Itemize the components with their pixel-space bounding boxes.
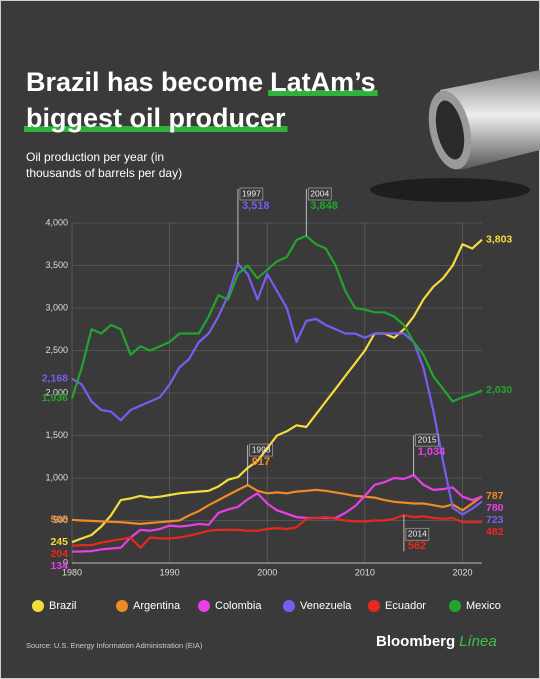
x-tick-label: 2000 [257,567,277,577]
title-highlight [268,90,378,96]
title: Brazil has become LatAm’s biggest oil prod… [24,67,378,133]
data-label: 787 [486,490,504,502]
legend-label: Venezuela [300,600,352,612]
title-highlight [24,126,288,132]
y-tick-label: 0 [63,557,68,567]
y-tick-label: 3,500 [45,260,68,270]
y-tick-label: 3,000 [45,302,68,312]
series-line [71,514,483,549]
legend-swatch [116,600,128,612]
callout-year: 1998 [252,444,271,454]
data-label: 508 [50,514,68,526]
plot: 0 500 1,000 1,500 2,000 2,500 3,000 3,500 4,000 1… [32,187,512,612]
data-label: 3,848 [310,200,338,212]
y-tick-label: 1,000 [45,472,68,482]
data-label: 3,803 [486,234,512,246]
callout-year: 2015 [418,434,437,444]
callout-box [405,527,430,541]
callout-year: 2004 [310,188,329,198]
callout-box [307,187,332,201]
data-label: 562 [408,540,426,552]
legend-swatch [198,600,210,612]
brand: Línea [459,633,497,650]
data-label: 245 [50,536,68,548]
callout-box [239,187,264,201]
subtitle: Oil production per year (in [26,150,164,164]
legend-label: Ecuador [385,600,426,612]
data-label: 3,518 [242,200,270,212]
y-tick-label: 2,500 [45,345,68,355]
data-label: 917 [252,456,270,468]
legend-swatch [449,600,461,612]
series-line [71,238,483,544]
barrel-illustration [370,70,540,202]
legend-label: Colombia [215,600,262,612]
x-tick-label: 1990 [160,567,180,577]
x-tick-label: 1980 [62,567,82,577]
data-label: 134 [50,560,68,572]
series-line [71,484,483,525]
legend-label: Mexico [466,600,501,612]
callout-year: 2014 [408,528,427,538]
source: Source: U.S. Energy Information Administ… [26,641,203,650]
legend-swatch [283,600,295,612]
title-text: biggest oil producer [26,103,286,133]
data-label: 2,030 [486,384,512,396]
series-line [70,234,483,403]
legend-swatch [32,600,44,612]
legend-label: Brazil [49,600,77,612]
subtitle: thousands of barrels per day) [26,166,182,180]
title-text: LatAm’s [270,67,376,97]
data-label: 1,034 [418,446,446,458]
legend-swatch [368,600,380,612]
callout-box [415,433,439,447]
data-label: 1,936 [42,392,68,404]
x-tick-label: 2020 [452,567,472,577]
data-label: 780 [486,502,504,514]
data-label: 204 [50,548,68,560]
legend-label: Argentina [133,600,181,612]
y-tick-label: 500 [53,515,68,525]
y-tick-label: 4,000 [45,217,68,227]
brand: Bloomberg [376,633,455,650]
data-label: 482 [486,526,504,538]
x-tick-label: 2010 [355,567,375,577]
title-text: Brazil has become [26,67,263,97]
data-label: 723 [486,514,504,526]
y-tick-label: 2,000 [45,387,68,397]
data-label: 2,168 [42,373,68,385]
callout-box [249,443,273,457]
y-tick-label: 1,500 [45,430,68,440]
callout-year: 1997 [242,188,261,198]
